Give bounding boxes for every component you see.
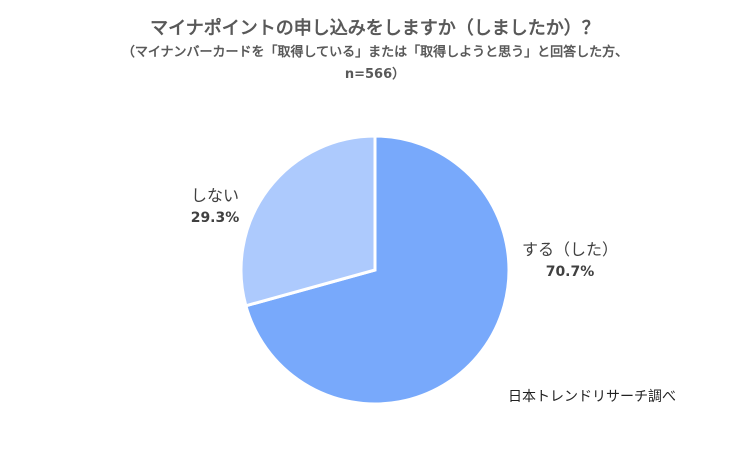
chart-title: マイナポイントの申し込みをしますか（しましたか）？ bbox=[150, 18, 600, 39]
slice-value-shinai: 29.3% bbox=[190, 210, 240, 226]
chart-subtitle: （マイナンバーカードを「取得している」または「取得しようと思う」と回答した方、 … bbox=[0, 42, 750, 86]
pie-slice-suru bbox=[244, 134, 511, 406]
source-note: 日本トレンドリサーチ調べ bbox=[508, 389, 676, 405]
slice-label-suru: する（した） 70.7% bbox=[515, 236, 625, 280]
slice-value-suru: 70.7% bbox=[545, 264, 595, 280]
subtitle-line-2: n=566） bbox=[344, 67, 406, 82]
slice-category-suru: する（した） bbox=[521, 240, 618, 259]
subtitle-line-1: （マイナンバーカードを「取得している」または「取得しようと思う」と回答した方、 bbox=[121, 45, 629, 60]
slice-category-shinai: しない bbox=[190, 186, 239, 205]
pie-slice-shinai bbox=[239, 134, 377, 308]
slice-label-shinai: しない 29.3% bbox=[170, 182, 260, 226]
